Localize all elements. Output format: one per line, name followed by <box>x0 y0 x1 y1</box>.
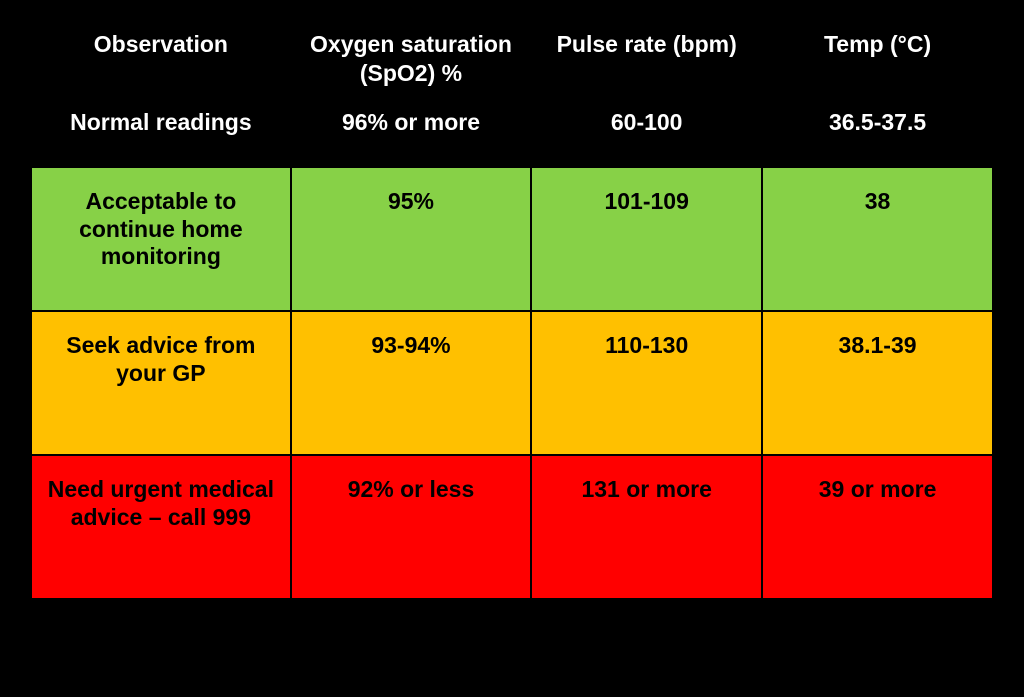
normal-spo2: 96% or more <box>291 108 532 168</box>
col-header-spo2: Oxygen saturation (SpO2) % <box>291 20 532 108</box>
band-row-amber: Seek advice from your GP 93-94% 110-130 … <box>31 311 993 455</box>
normal-pulse: 60-100 <box>531 108 762 168</box>
normal-temp: 36.5-37.5 <box>762 108 993 168</box>
band-temp: 38.1-39 <box>762 311 993 455</box>
observation-table: Observation Oxygen saturation (SpO2) % P… <box>30 20 994 600</box>
band-row-green: Acceptable to continue home monitoring 9… <box>31 167 993 311</box>
col-header-observation: Observation <box>31 20 291 108</box>
band-label: Need urgent medical advice – call 999 <box>31 455 291 599</box>
col-header-temp: Temp (°C) <box>762 20 993 108</box>
band-temp: 39 or more <box>762 455 993 599</box>
band-pulse: 110-130 <box>531 311 762 455</box>
band-row-red: Need urgent medical advice – call 999 92… <box>31 455 993 599</box>
band-pulse: 131 or more <box>531 455 762 599</box>
band-label: Acceptable to continue home monitoring <box>31 167 291 311</box>
header-row: Observation Oxygen saturation (SpO2) % P… <box>31 20 993 108</box>
normal-label: Normal readings <box>31 108 291 168</box>
band-spo2: 93-94% <box>291 311 532 455</box>
normal-readings-row: Normal readings 96% or more 60-100 36.5-… <box>31 108 993 168</box>
col-header-pulse: Pulse rate (bpm) <box>531 20 762 108</box>
band-label: Seek advice from your GP <box>31 311 291 455</box>
band-pulse: 101-109 <box>531 167 762 311</box>
band-spo2: 95% <box>291 167 532 311</box>
band-temp: 38 <box>762 167 993 311</box>
band-spo2: 92% or less <box>291 455 532 599</box>
